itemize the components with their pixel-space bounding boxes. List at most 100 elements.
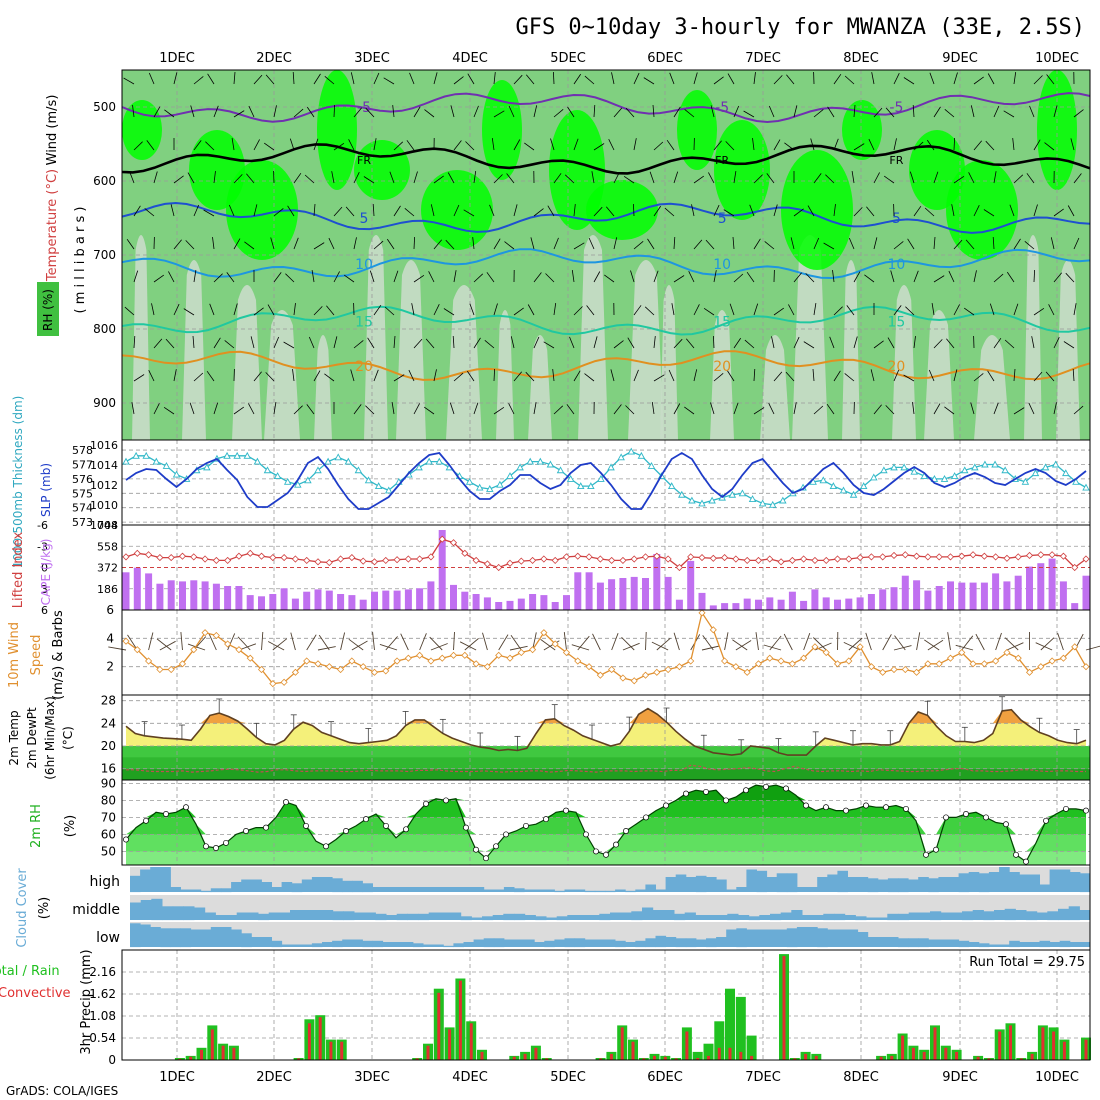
contour-label: 5 <box>892 211 901 227</box>
thickness-point <box>738 489 747 497</box>
cloud-bar-low <box>716 937 727 947</box>
p4-label-1: 10m Wind <box>7 622 22 688</box>
thickness-point <box>233 451 241 459</box>
precip-convective-bar <box>976 1056 980 1060</box>
cape-bar <box>1037 563 1045 610</box>
wind-barb <box>566 404 575 415</box>
cloud-bar-low <box>342 939 353 947</box>
wind-barb <box>746 271 755 283</box>
cloud-bar-high <box>271 887 283 892</box>
temp-tick: 16 <box>101 762 116 776</box>
cloud-bar-middle <box>460 916 472 921</box>
wind-speed-point <box>890 665 898 674</box>
wind-barb <box>372 203 375 217</box>
cloud-bar-middle <box>140 900 152 920</box>
wind-barb <box>1033 204 1038 217</box>
panel-frame <box>121 609 1091 696</box>
date-label: 4DEC <box>452 51 488 66</box>
wind-barb <box>253 204 258 217</box>
wind-barb <box>146 140 155 151</box>
date-label: 3DEC <box>354 1070 390 1085</box>
wind-barb <box>604 274 615 283</box>
cloud-bar-low <box>554 939 565 947</box>
thickness-point <box>122 457 130 465</box>
cloud-bar-high <box>311 877 323 892</box>
li-line <box>125 538 1087 569</box>
wind-barb <box>489 204 495 217</box>
wind-barb <box>625 107 635 118</box>
contour-label: 15 <box>887 315 905 331</box>
cloud-bar-middle <box>834 913 846 921</box>
cloud-bar-middle <box>610 912 622 920</box>
cape-bar <box>924 590 932 610</box>
wind-barb <box>713 204 720 217</box>
cloud-bar-high <box>322 877 333 892</box>
wind-barb <box>853 336 858 349</box>
wind-barb <box>753 174 763 184</box>
cape-bar <box>867 594 875 610</box>
wind-barb <box>450 105 455 118</box>
wind-speed-point <box>506 654 514 662</box>
wind-barb <box>173 175 184 184</box>
thickness-tick: 577 <box>72 458 93 471</box>
wind-speed-line <box>125 611 1087 685</box>
wind-barb <box>848 237 855 250</box>
wind-barb <box>985 140 995 151</box>
wind-barb <box>987 370 995 382</box>
wind-barb <box>423 406 435 415</box>
cloud-bar-low <box>251 937 262 947</box>
wind-speed-point <box>540 629 548 637</box>
thickness-point <box>506 472 514 479</box>
rh-high-region <box>714 120 770 220</box>
wind-barb <box>313 73 321 85</box>
cloud-bar-low <box>483 938 495 948</box>
thickness-point <box>374 482 383 490</box>
wind-barb <box>203 209 215 217</box>
cloud-bar-low <box>867 937 879 947</box>
cloud-bar-low <box>281 944 293 947</box>
wind-barb <box>453 204 460 217</box>
cape-bar <box>540 595 548 610</box>
cape-bar <box>529 594 537 610</box>
li-point <box>1071 563 1079 572</box>
cloud-bar-middle <box>514 913 526 921</box>
wind-barb <box>293 237 299 250</box>
precip-convective-bar <box>739 1051 743 1060</box>
cloud-bar-middle <box>471 917 483 920</box>
cloud-bar-middle <box>503 913 515 921</box>
rh-point <box>123 836 129 843</box>
cloud-bar-high <box>200 890 212 893</box>
wind-barb <box>647 238 655 250</box>
thickness-point <box>839 486 848 494</box>
temp-tick: 24 <box>101 716 116 730</box>
p2-slp-label: SLP (mb) <box>39 463 53 517</box>
cloud-bar-low <box>948 939 960 947</box>
cape-tick: 744 <box>97 519 118 532</box>
precip-convective-bar <box>642 1058 646 1060</box>
li-point <box>732 555 740 563</box>
wind-barb <box>253 307 264 316</box>
wind-barb <box>993 337 1002 349</box>
contour-label: FR <box>357 154 371 167</box>
wind-barb <box>1031 336 1035 349</box>
cloud-bar-high <box>625 890 636 893</box>
wind-barb <box>710 402 715 415</box>
wind-barb <box>733 402 739 415</box>
cape-bar <box>337 594 345 610</box>
thickness-point <box>728 490 737 498</box>
wind-speed-point <box>1014 654 1022 662</box>
li-point <box>483 560 491 568</box>
precip-convective-bar <box>437 992 441 1060</box>
li-point <box>540 555 548 563</box>
cape-bar <box>958 582 966 610</box>
temperature-contour <box>121 305 1091 336</box>
wind-barb <box>353 107 363 118</box>
rh-point <box>743 787 749 794</box>
wind-barb <box>246 173 255 184</box>
wind-speed-point <box>551 640 559 648</box>
cape-bar <box>777 599 785 610</box>
cape-bar <box>664 576 672 610</box>
li-point <box>766 555 774 563</box>
wind-barb <box>573 73 582 85</box>
wind-barb <box>833 73 842 85</box>
